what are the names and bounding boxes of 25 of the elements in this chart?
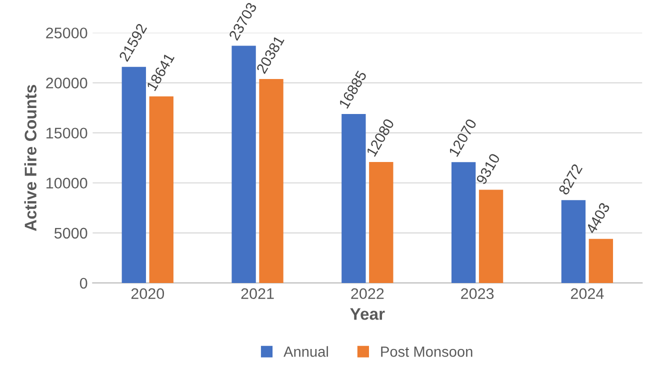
- x-tick-label: 2022: [351, 288, 384, 300]
- bar: [232, 46, 256, 283]
- bar: [369, 162, 394, 283]
- x-axis-title: Year: [350, 308, 385, 320]
- bar: [259, 78, 284, 283]
- bar: [122, 66, 146, 283]
- legend-label: Annual: [284, 346, 328, 357]
- legend-label: Post Monsoon: [381, 346, 472, 357]
- bar: [342, 114, 366, 283]
- y-tick-label: 0: [80, 278, 88, 289]
- bar: [478, 190, 504, 283]
- y-tick-label: 10000: [46, 178, 88, 189]
- bar: [561, 200, 586, 283]
- bar: [451, 162, 476, 283]
- y-tick-label: 20000: [46, 78, 88, 88]
- y-axis-title: Active Fire Counts: [24, 84, 36, 232]
- y-tick-label: 25000: [46, 28, 88, 38]
- bar: [588, 238, 614, 283]
- bar: [149, 96, 174, 283]
- x-tick-label: 2020: [131, 288, 164, 300]
- x-tick-label: 2023: [461, 288, 494, 300]
- x-tick-label: 2021: [241, 288, 274, 300]
- x-tick-label: 2024: [570, 288, 604, 300]
- y-tick-label: 5000: [54, 228, 88, 239]
- y-tick-label: 15000: [46, 128, 88, 139]
